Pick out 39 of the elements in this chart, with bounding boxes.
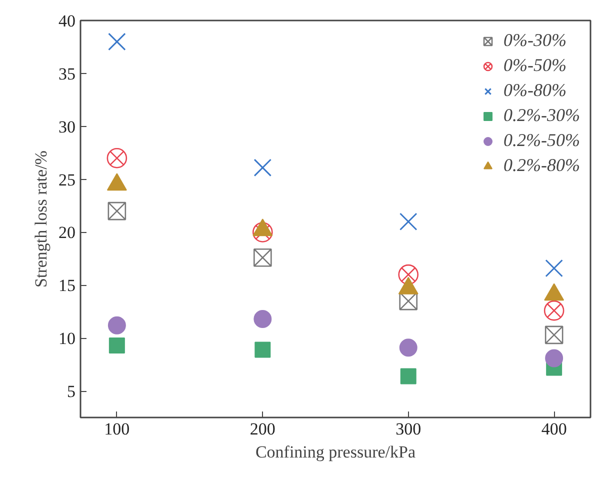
- x-axis-title: Confining pressure/kPa: [255, 442, 416, 462]
- y-tick-label: 40: [58, 12, 76, 30]
- point: [400, 368, 416, 384]
- point: [253, 248, 272, 267]
- point: [252, 222, 273, 242]
- y-tick-label: 10: [58, 329, 76, 348]
- x-tick-label: 100: [104, 420, 130, 438]
- x-tick-label: 400: [541, 420, 567, 438]
- x-tick-label: 300: [396, 420, 422, 438]
- point: [545, 349, 564, 368]
- point: [254, 310, 272, 328]
- legend-label: 0%-50%: [504, 55, 566, 76]
- point: [106, 148, 128, 168]
- y-axis-title: Strength loss rate/%: [32, 150, 50, 288]
- legend-label: 0.2%-30%: [504, 105, 580, 126]
- point: [399, 338, 418, 357]
- point: [108, 202, 126, 220]
- point: [399, 292, 418, 310]
- legend-label: 0%-80%: [504, 80, 566, 101]
- point: [398, 264, 419, 285]
- y-tick-label: 5: [67, 382, 76, 402]
- point: [544, 326, 564, 344]
- point: [254, 342, 271, 358]
- point: [545, 259, 563, 278]
- y-tick-label: 20: [58, 223, 76, 242]
- y-tick-label: 15: [58, 276, 76, 296]
- point: [399, 212, 418, 231]
- point: [108, 32, 126, 51]
- legend-label: 0.2%-80%: [504, 155, 580, 176]
- y-tick-label: 35: [58, 64, 76, 84]
- x-tick-label: 200: [250, 420, 276, 438]
- point: [108, 316, 126, 334]
- legend-label: 0.2%-50%: [504, 130, 580, 151]
- legend-label: 0%-30%: [504, 30, 566, 51]
- point: [254, 158, 272, 177]
- point: [544, 300, 564, 321]
- point: [108, 338, 125, 354]
- y-tick-label: 25: [58, 170, 76, 190]
- y-tick-label: 30: [58, 117, 76, 136]
